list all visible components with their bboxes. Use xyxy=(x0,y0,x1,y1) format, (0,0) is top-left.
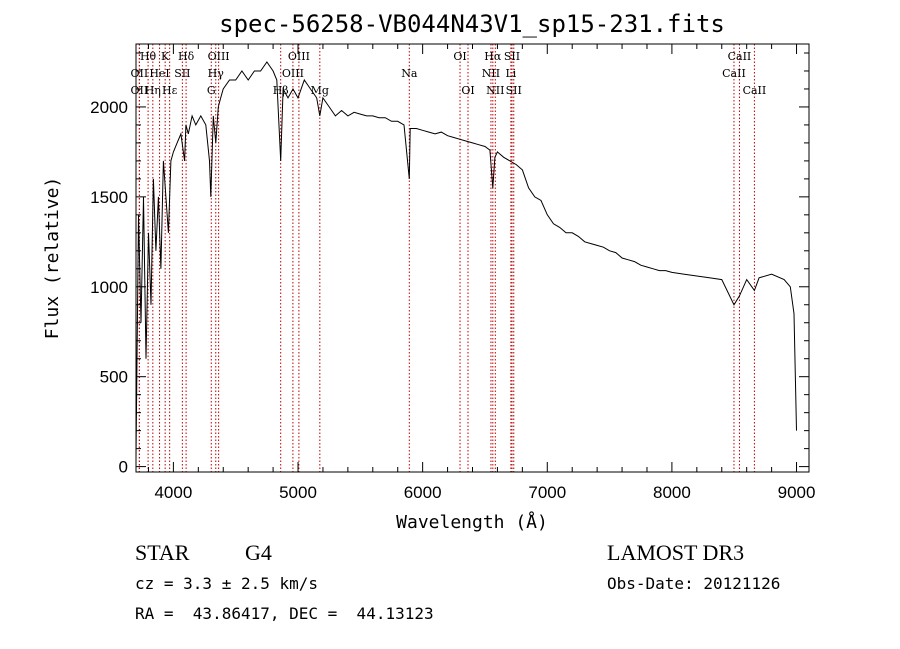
line-label: HeI xyxy=(149,67,169,80)
redshift-velocity: cz = 3.3 ± 2.5 km/s xyxy=(135,574,319,593)
line-label: Mg xyxy=(311,84,329,97)
y-tick-label: 1000 xyxy=(90,278,128,297)
x-tick-label: 8000 xyxy=(653,483,691,502)
line-label: Hε xyxy=(162,84,178,97)
line-label: NII xyxy=(482,67,500,80)
y-tick-label: 2000 xyxy=(90,98,128,117)
line-label: OII xyxy=(131,67,149,80)
line-label: SII xyxy=(504,50,520,63)
line-label: Hγ xyxy=(208,67,225,80)
line-label: CaII xyxy=(722,67,746,80)
y-tick-label: 0 xyxy=(119,458,128,477)
line-label: Hη xyxy=(145,84,161,97)
line-label: SII xyxy=(506,84,522,97)
line-label: OIII xyxy=(208,50,230,63)
plot-frame xyxy=(135,43,810,473)
line-label: Li xyxy=(505,67,516,80)
observation-date: Obs-Date: 20121126 xyxy=(607,574,781,593)
x-tick-label: 5000 xyxy=(279,483,317,502)
y-axis-label: Flux (relative) xyxy=(42,177,63,340)
survey-name: LAMOST DR3 xyxy=(607,540,745,565)
line-label: OIII xyxy=(288,50,310,63)
x-axis: 4000 5000 6000 7000 8000 9000 xyxy=(147,44,816,502)
line-label: Hθ xyxy=(140,50,157,63)
line-label: OIII xyxy=(282,67,304,80)
line-label: OII xyxy=(131,84,149,97)
x-tick-label: 6000 xyxy=(404,483,442,502)
sky-coordinates: RA = 43.86417, DEC = 44.13123 xyxy=(135,604,434,623)
object-class: STAR xyxy=(135,540,190,565)
object-subclass: G4 xyxy=(245,540,272,565)
line-label: Hδ xyxy=(178,50,195,63)
y-tick-label: 1500 xyxy=(90,188,128,207)
line-label: OI xyxy=(453,50,466,63)
line-label: CaII xyxy=(743,84,767,97)
line-label: K xyxy=(161,50,170,63)
x-tick-label: 7000 xyxy=(528,483,566,502)
x-tick-label: 4000 xyxy=(154,483,192,502)
y-axis: 0 500 1000 1500 2000 xyxy=(90,52,809,477)
line-label: G xyxy=(207,84,216,97)
chart-title: spec-56258-VB044N43V1_sp15-231.fits xyxy=(219,10,725,38)
x-axis-label: Wavelength (Å) xyxy=(396,511,548,533)
y-tick-label: 500 xyxy=(100,368,128,387)
spectrum-chart: spec-56258-VB044N43V1_sp15-231.fits Hθ K H… xyxy=(42,10,816,533)
line-label: SII xyxy=(174,67,190,80)
line-label: NII xyxy=(486,84,504,97)
spectrum-line xyxy=(135,61,797,458)
line-label: CaII xyxy=(728,50,752,63)
line-label: Hα xyxy=(484,50,502,63)
x-tick-label: 9000 xyxy=(778,483,816,502)
line-label: Na xyxy=(401,67,418,80)
emission-line-markers xyxy=(138,44,755,472)
line-label: OI xyxy=(461,84,474,97)
